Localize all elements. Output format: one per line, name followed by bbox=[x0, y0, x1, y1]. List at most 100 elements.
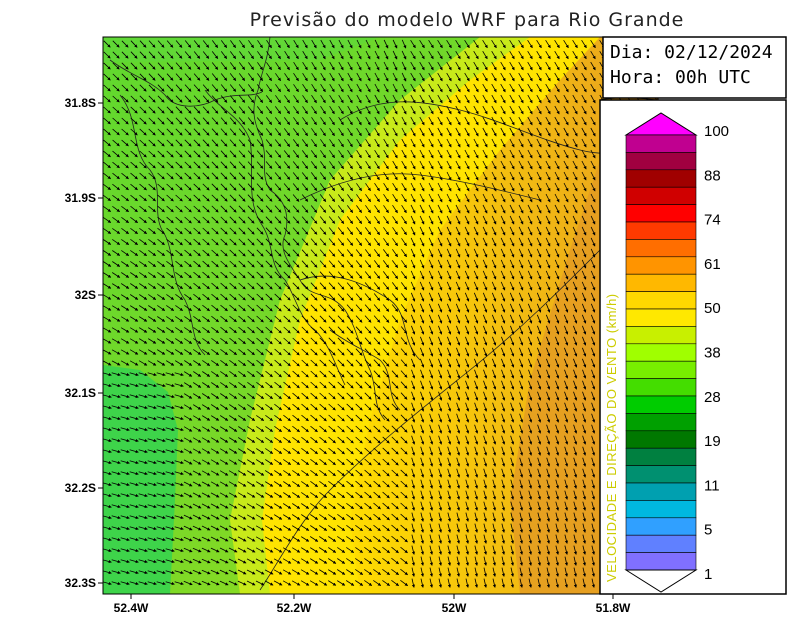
wind-arrow bbox=[419, 83, 425, 93]
wind-arrow bbox=[166, 73, 174, 81]
legend-swatch bbox=[625, 343, 697, 362]
wind-arrow bbox=[464, 83, 470, 93]
wind-arrow bbox=[419, 50, 425, 60]
wind-arrow bbox=[374, 61, 380, 71]
wind-arrow bbox=[139, 95, 147, 103]
wind-arrow bbox=[473, 83, 479, 93]
wind-arrow bbox=[121, 51, 129, 59]
legend-swatch bbox=[625, 186, 697, 205]
wind-arrow bbox=[293, 39, 299, 49]
wind-arrow bbox=[257, 40, 263, 49]
wind-arrow bbox=[139, 117, 147, 125]
wind-arrow bbox=[184, 62, 192, 70]
wind-arrow bbox=[527, 94, 533, 104]
legend-label: 100 bbox=[704, 123, 729, 140]
wind-arrow bbox=[500, 94, 506, 104]
wind-arrow bbox=[356, 83, 362, 93]
legend-swatch bbox=[625, 360, 697, 379]
legend-swatch bbox=[625, 204, 697, 223]
wind-arrow bbox=[365, 50, 371, 60]
wind-arrow bbox=[347, 83, 353, 93]
legend-swatch bbox=[625, 517, 697, 536]
wind-arrow bbox=[284, 106, 290, 115]
wind-arrow bbox=[482, 94, 488, 104]
wind-arrow bbox=[320, 94, 326, 104]
wind-arrow bbox=[374, 83, 380, 93]
wind-arrow bbox=[202, 84, 210, 92]
wind-arrow bbox=[590, 50, 596, 60]
legend-swatch bbox=[625, 482, 697, 501]
wind-arrow bbox=[256, 117, 264, 125]
wind-arrow bbox=[166, 62, 174, 70]
wind-arrow bbox=[175, 73, 183, 81]
wind-arrow bbox=[320, 61, 326, 71]
wind-arrow bbox=[536, 61, 542, 71]
wind-arrow bbox=[166, 95, 174, 103]
legend-swatch bbox=[625, 378, 697, 397]
wind-arrow bbox=[482, 39, 488, 49]
wind-arrow bbox=[211, 117, 219, 125]
wind-arrow bbox=[103, 51, 111, 59]
legend-swatch bbox=[625, 256, 697, 275]
wind-arrow bbox=[293, 117, 299, 126]
wind-arrow bbox=[121, 62, 129, 70]
wind-arrow bbox=[500, 72, 506, 82]
wind-arrow bbox=[293, 95, 299, 104]
wind-arrow bbox=[518, 61, 524, 71]
wind-arrow bbox=[103, 62, 111, 70]
wind-arrow bbox=[302, 72, 308, 82]
wind-arrow bbox=[311, 117, 317, 126]
wind-arrow bbox=[545, 72, 551, 82]
wind-field-left-green bbox=[103, 365, 178, 594]
wind-arrow bbox=[248, 51, 254, 60]
wind-arrow bbox=[500, 50, 506, 60]
wind-arrow bbox=[347, 50, 353, 60]
wind-arrow bbox=[563, 94, 569, 104]
legend-label: 5 bbox=[704, 522, 712, 539]
wind-arrow bbox=[536, 105, 542, 115]
wind-arrow bbox=[202, 95, 210, 103]
wind-arrow bbox=[139, 51, 147, 59]
wind-arrow bbox=[220, 84, 228, 92]
date-label: Dia: 02/12/2024 bbox=[610, 42, 773, 63]
wind-arrow bbox=[401, 39, 407, 49]
wind-arrow bbox=[130, 73, 138, 81]
legend-label: 28 bbox=[704, 389, 721, 406]
wind-arrow bbox=[302, 117, 308, 126]
wind-arrow bbox=[166, 106, 174, 114]
wind-arrow bbox=[545, 39, 551, 49]
wind-arrow bbox=[302, 50, 308, 60]
wind-arrow bbox=[473, 39, 479, 49]
wind-arrow bbox=[121, 117, 129, 125]
wind-arrow bbox=[347, 116, 353, 126]
wind-arrow bbox=[257, 51, 263, 60]
wind-arrow bbox=[365, 105, 371, 115]
wind-arrow bbox=[311, 106, 317, 115]
wind-arrow bbox=[274, 106, 282, 115]
wind-arrow bbox=[247, 84, 255, 93]
wind-arrow bbox=[428, 61, 434, 71]
wind-arrow bbox=[527, 83, 533, 93]
wind-arrow bbox=[392, 61, 398, 71]
wind-arrow bbox=[193, 73, 201, 81]
wind-arrow bbox=[320, 50, 326, 60]
wind-arrow bbox=[202, 73, 210, 81]
wind-arrow bbox=[437, 94, 443, 104]
wind-arrow bbox=[374, 94, 380, 104]
wind-arrow bbox=[464, 39, 470, 49]
y-tick-label: 31.9S bbox=[65, 191, 96, 205]
wind-arrow bbox=[509, 61, 515, 71]
wind-arrow bbox=[401, 72, 407, 82]
wind-arrow bbox=[311, 72, 317, 82]
wind-arrow bbox=[401, 105, 407, 115]
wind-arrow bbox=[148, 73, 156, 81]
wind-arrow bbox=[563, 72, 569, 82]
legend-swatch bbox=[625, 534, 697, 553]
wind-arrow bbox=[275, 73, 281, 82]
wind-arrow bbox=[148, 62, 156, 70]
wind-arrow bbox=[500, 83, 506, 93]
plot-area bbox=[103, 37, 658, 594]
wind-arrow bbox=[581, 83, 587, 93]
wind-arrow bbox=[482, 105, 488, 115]
wind-arrow bbox=[545, 105, 551, 115]
